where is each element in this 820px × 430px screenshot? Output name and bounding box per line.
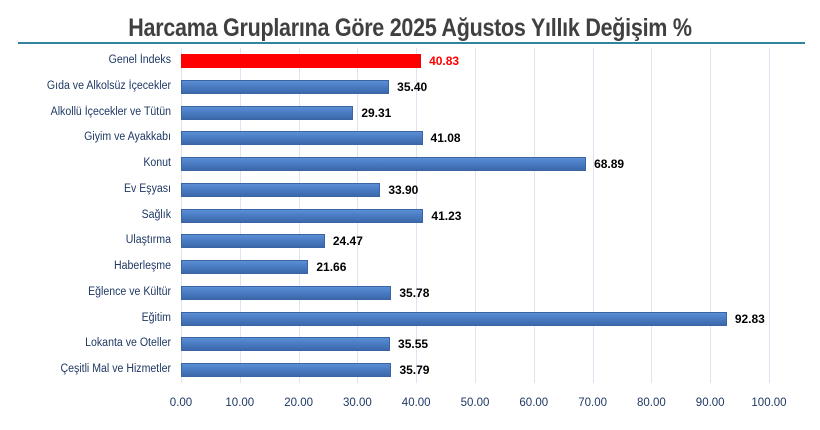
title-underline: [18, 42, 805, 44]
bar-row: Gıda ve Alkolsüz İçecekler 35.40: [47, 79, 769, 105]
category-label: Konut: [143, 157, 171, 169]
bar-row: Alkollü İçecekler ve Tütün 29.31: [51, 105, 769, 131]
category-label: Alkollü İçecekler ve Tütün: [50, 105, 171, 118]
category-label: Eğlence ve Kültür: [88, 285, 171, 298]
bar: [181, 363, 392, 377]
x-tick-label: 90.00: [695, 397, 725, 409]
bar: [181, 260, 309, 274]
x-tick-label: 30.00: [343, 397, 372, 409]
value-label: 33.90: [388, 182, 419, 197]
bar-row: Çeşitli Mal ve Hizmetler 35.79: [60, 363, 769, 388]
value-label: 35.55: [398, 337, 429, 352]
x-tick-label: 50.00: [460, 397, 490, 409]
value-label: 29.31: [361, 105, 392, 120]
value-label: 68.89: [594, 157, 625, 171]
bar-row: Konut 68.89: [143, 157, 769, 182]
category-label: Sağlık: [141, 208, 171, 221]
bar-row: Sağlık 41.23: [142, 208, 769, 234]
bar: [181, 157, 587, 171]
value-label: 40.83: [429, 54, 460, 68]
category-label: Ulaştırma: [125, 234, 171, 247]
bar-row: Ev Eşyası 33.90: [124, 182, 769, 208]
category-label: Çeşitli Mal ve Hizmetler: [60, 363, 171, 375]
x-tick-label: 80.00: [637, 397, 666, 409]
category-label: Giyim ve Ayakkabı: [84, 131, 171, 144]
value-label: 35.40: [397, 79, 428, 94]
bar-row: Haberleşme 21.66: [114, 260, 769, 285]
bar: [181, 285, 392, 300]
bar: [181, 105, 354, 120]
chart-title: Harcama Gruplarına Göre 2025 Ağustos Yıl…: [128, 14, 692, 42]
bar-row: Eğlence ve Kültür 35.78: [88, 285, 769, 311]
gridline: [769, 48, 770, 383]
value-label: 35.78: [399, 285, 430, 300]
bar: [181, 337, 391, 352]
bar: [181, 208, 424, 223]
gridline: [651, 48, 653, 383]
value-label: 41.08: [430, 131, 461, 146]
bar: [181, 234, 325, 249]
bar-row: Eğitim 92.83: [142, 311, 769, 337]
category-label: Lokanta ve Oteller: [85, 337, 171, 350]
x-tick-label: 20.00: [284, 397, 313, 409]
bar: [181, 131, 423, 146]
category-label: Eğitim: [141, 311, 171, 324]
gridline: [475, 48, 476, 383]
category-label: Genel İndeks: [108, 54, 171, 66]
x-tick-label: 100.00: [751, 397, 787, 409]
x-tick-label: 0.00: [169, 397, 193, 409]
x-tick-label: 40.00: [401, 397, 431, 409]
plot-area: Genel İndeks 40.83 Gıda ve Alkolsüz İçecek…: [47, 48, 770, 383]
value-label: 21.66: [316, 260, 347, 274]
bar: [181, 79, 390, 94]
x-tick-label: 60.00: [519, 397, 549, 409]
bar-row: Ulaştırma 24.47: [126, 234, 769, 259]
bar-row: Giyim ve Ayakkabı 41.08: [84, 131, 769, 156]
bar: [181, 182, 381, 197]
x-tick-label: 70.00: [578, 397, 607, 409]
value-label: 41.23: [431, 208, 462, 223]
value-label: 35.79: [399, 363, 430, 377]
category-label: Gıda ve Alkolsüz İçecekler: [46, 79, 171, 92]
bar: [181, 311, 727, 326]
bar-row: Genel İndeks 40.83: [109, 54, 769, 79]
gridline: [533, 48, 535, 383]
value-label: 24.47: [332, 234, 363, 249]
x-tick-label: 10.00: [225, 397, 255, 409]
gridline: [592, 48, 594, 383]
bar-highlight: [181, 54, 422, 68]
category-label: Haberleşme: [113, 260, 171, 272]
value-label: 92.83: [734, 311, 765, 326]
bar-row: Lokanta ve Oteller 35.55: [85, 337, 769, 362]
category-label: Ev Eşyası: [123, 182, 171, 195]
gridline: [710, 48, 712, 383]
